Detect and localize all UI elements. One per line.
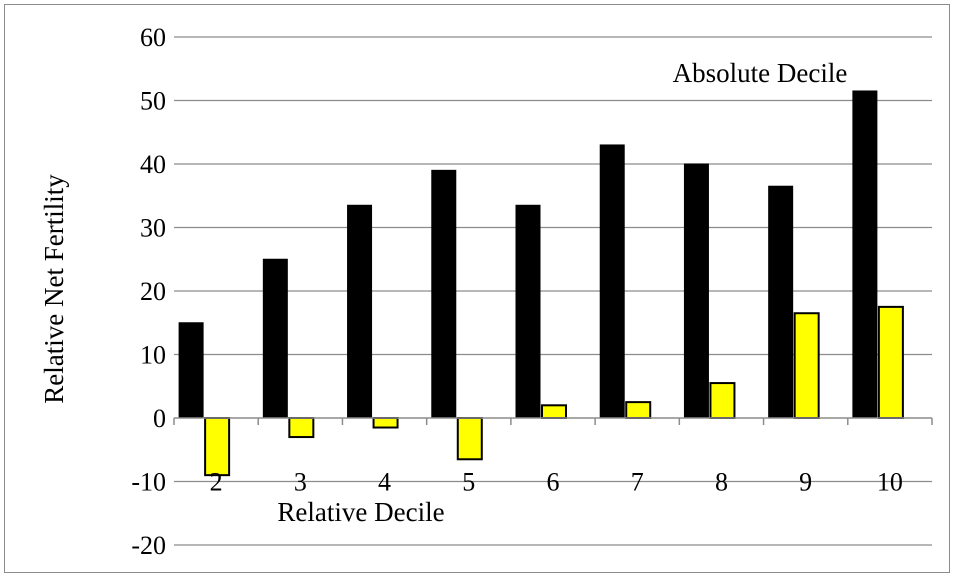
y-tick-label: 10 <box>140 341 166 370</box>
y-tick-label: 40 <box>140 150 166 179</box>
x-tick-label: 10 <box>877 468 903 497</box>
y-tick-label: 0 <box>153 404 166 433</box>
bar-series-2-2 <box>204 417 231 477</box>
y-tick-label: 50 <box>140 87 166 116</box>
bar-series-1-7 <box>599 144 625 419</box>
x-tick-label: 9 <box>799 468 812 497</box>
bar-series-2-3 <box>288 417 315 439</box>
bar-series-2-7 <box>625 401 652 419</box>
bar-series-1-2 <box>178 322 204 419</box>
bar-series-1-4 <box>347 204 373 419</box>
y-axis-title: Relative Net Fertility <box>39 174 69 404</box>
bar-series-1-5 <box>431 169 457 419</box>
x-tick-label: 7 <box>631 468 644 497</box>
bar-series-2-4 <box>372 417 399 429</box>
x-tick-label: 4 <box>378 468 391 497</box>
x-axis <box>173 417 933 425</box>
y-tick-label: 20 <box>140 277 166 306</box>
bar-series-1-6 <box>515 204 541 419</box>
y-tick-label: -20 <box>131 531 166 560</box>
bar-series-1-10 <box>852 90 878 419</box>
bar-series-2-9 <box>793 312 820 420</box>
bar-series-2-5 <box>456 417 483 461</box>
x-tick-label: 6 <box>547 468 560 497</box>
bar-series-1-3 <box>262 258 288 419</box>
x-tick-label: 2 <box>210 468 223 497</box>
x-tick-label: 5 <box>462 468 475 497</box>
bar-series-1-8 <box>683 163 709 419</box>
bar-series-2-6 <box>541 404 567 419</box>
x-tick-label: 8 <box>715 468 728 497</box>
x-tick-label: 3 <box>294 468 307 497</box>
gridlines <box>174 36 932 546</box>
y-tick-label: 30 <box>140 214 166 243</box>
y-tick-label: 60 <box>140 23 166 52</box>
bars <box>178 90 904 477</box>
x-axis-title: Relative Decile <box>277 497 444 527</box>
bar-series-2-8 <box>709 382 736 420</box>
bar-series-2-10 <box>877 305 904 419</box>
x-tick-labels: 2 3 4 5 6 7 8 9 10 <box>210 468 903 497</box>
y-tick-label: -10 <box>131 468 166 497</box>
bar-series-1-9 <box>768 185 794 419</box>
series-label-absolute-decile: Absolute Decile <box>673 58 848 88</box>
y-tick-labels: -20 -10 0 10 20 30 40 50 60 <box>131 23 166 560</box>
